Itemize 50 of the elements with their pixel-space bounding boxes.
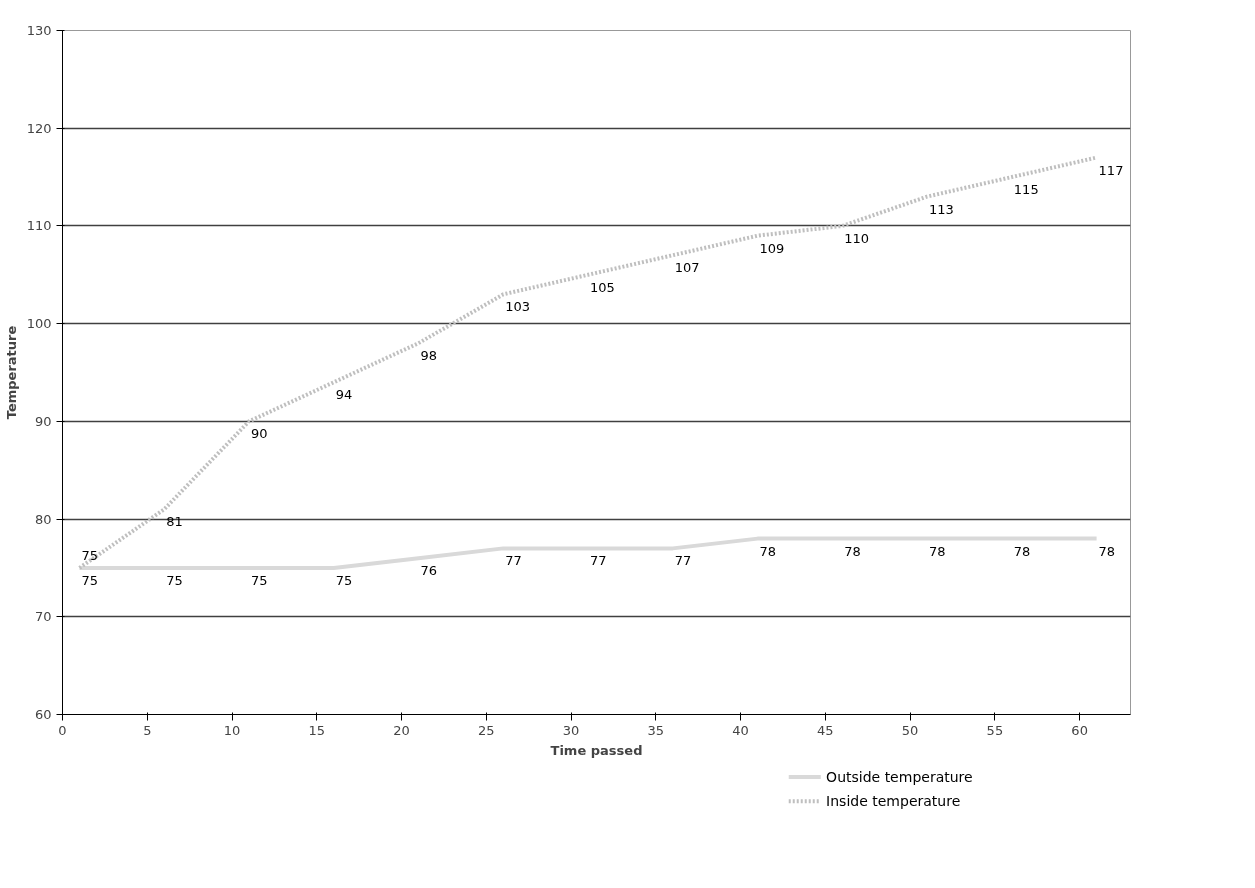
data-label: 78 — [759, 543, 777, 559]
data-label: 90 — [250, 426, 268, 442]
y-tick-label: 130 — [26, 23, 52, 38]
data-label: 78 — [844, 543, 861, 559]
x-tick-label: 55 — [986, 722, 1004, 738]
data-label: 98 — [420, 348, 438, 364]
x-tick-label: 50 — [901, 722, 919, 738]
data-label: 75 — [166, 572, 183, 588]
y-tick-label: 100 — [26, 316, 52, 332]
y-axis-title: Temperature — [3, 325, 19, 420]
data-label: 76 — [420, 563, 438, 579]
data-label: 78 — [1098, 543, 1116, 559]
x-tick-label: 20 — [393, 722, 410, 738]
data-label: 117 — [1098, 162, 1124, 178]
data-label: 94 — [335, 387, 353, 403]
x-tick-label: 10 — [223, 722, 241, 738]
data-label: 78 — [1013, 543, 1031, 559]
y-tick-label: 80 — [34, 511, 52, 527]
legend-label: Inside temperature — [826, 793, 961, 810]
data-label: 77 — [590, 553, 607, 569]
data-label: 105 — [590, 279, 615, 295]
y-tick-label: 110 — [26, 218, 52, 234]
data-label: 110 — [844, 230, 870, 246]
data-label: 78 — [929, 543, 946, 559]
x-tick-label: 35 — [647, 722, 665, 738]
data-label: 77 — [674, 553, 692, 569]
y-tick-label: 70 — [34, 609, 52, 625]
data-label: 75 — [81, 572, 98, 588]
data-label: 75 — [250, 572, 268, 588]
x-tick-label: 0 — [58, 722, 67, 738]
legend-label: Outside temperature — [826, 769, 973, 785]
data-label: 103 — [505, 299, 531, 315]
data-label: 75 — [335, 572, 353, 588]
data-label: 113 — [929, 201, 954, 217]
data-label: 107 — [674, 260, 700, 276]
y-tick-label: 120 — [26, 120, 52, 136]
x-tick-label: 30 — [562, 722, 580, 738]
x-tick-label: 40 — [732, 722, 749, 738]
data-label: 75 — [81, 547, 98, 563]
y-tick-label: 90 — [34, 413, 52, 429]
x-tick-label: 25 — [478, 722, 495, 738]
x-tick-label: 60 — [1071, 722, 1088, 738]
y-tick-label: 60 — [34, 707, 52, 722]
x-axis-title: Time passed — [550, 742, 643, 758]
x-tick-label: 45 — [817, 722, 834, 738]
x-tick-label: 5 — [143, 722, 152, 738]
x-tick-label: 15 — [308, 722, 326, 738]
data-label: 109 — [759, 240, 785, 256]
data-label: 115 — [1013, 182, 1039, 198]
data-label: 77 — [505, 553, 522, 569]
